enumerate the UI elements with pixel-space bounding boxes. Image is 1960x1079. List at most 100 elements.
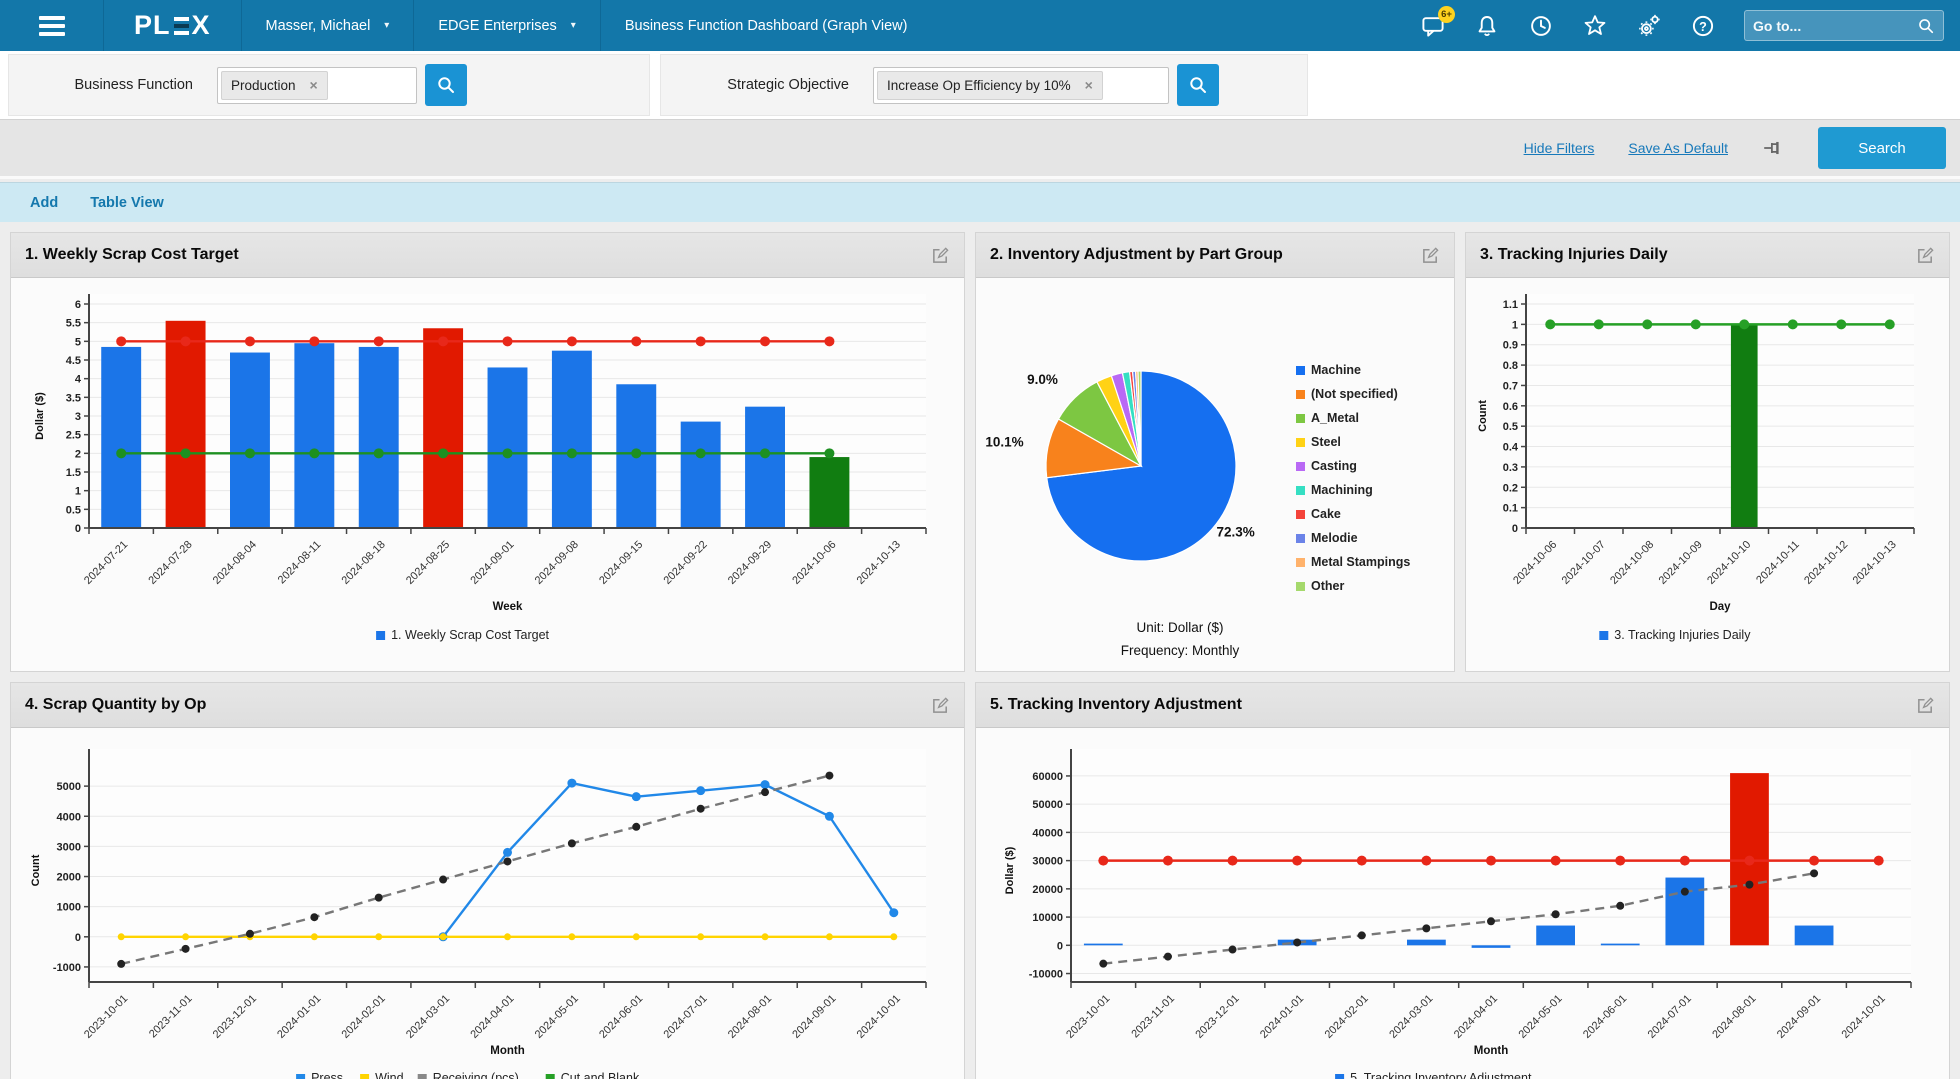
panel-body: -100000100002000030000400005000060000202… — [976, 734, 1949, 1079]
strategic-objective-picker[interactable]: Increase Op Efficiency by 10% × — [873, 67, 1169, 104]
panel-header: 5. Tracking Inventory Adjustment — [976, 683, 1949, 728]
svg-text:2024-03-01: 2024-03-01 — [1387, 993, 1435, 1041]
svg-text:2023-12-01: 2023-12-01 — [211, 993, 259, 1041]
svg-text:Dollar ($): Dollar ($) — [34, 392, 46, 440]
scrap-quantity-by-op-chart: -10000100020003000400050002023-10-012023… — [11, 734, 964, 1079]
svg-text:40000: 40000 — [1032, 827, 1063, 839]
svg-text:0: 0 — [75, 932, 81, 944]
svg-text:2023-10-01: 2023-10-01 — [82, 993, 130, 1041]
svg-text:2024-10-08: 2024-10-08 — [1608, 539, 1656, 587]
svg-text:2024-08-18: 2024-08-18 — [340, 539, 388, 587]
hide-filters-link[interactable]: Hide Filters — [1524, 140, 1595, 156]
panel-body: 72.3%10.1%9.0%Machine(Not specified)A_Me… — [976, 278, 1454, 672]
svg-text:3.5: 3.5 — [66, 392, 81, 404]
svg-text:(Not specified): (Not specified) — [1311, 387, 1398, 401]
save-as-default-link[interactable]: Save As Default — [1628, 140, 1728, 156]
user-menu[interactable]: Masser, Michael ▾ — [242, 0, 415, 51]
plex-logo[interactable]: PL X — [104, 0, 242, 51]
tab-add[interactable]: Add — [30, 195, 58, 211]
notifications-bell-icon[interactable] — [1474, 13, 1500, 39]
panel-body: 00.511.522.533.544.555.562024-07-212024-… — [11, 286, 964, 671]
edit-icon[interactable] — [931, 696, 950, 715]
svg-text:3. Tracking Injuries Daily: 3. Tracking Injuries Daily — [1614, 628, 1751, 642]
svg-text:72.3%: 72.3% — [1216, 525, 1254, 540]
panel-scrap-quantity-by-op: 4. Scrap Quantity by Op -100001000200030… — [10, 682, 965, 1079]
svg-text:2024-08-04: 2024-08-04 — [211, 539, 259, 587]
svg-text:2024-09-01: 2024-09-01 — [1775, 993, 1823, 1041]
svg-text:Press: Press — [311, 1071, 343, 1079]
search-button[interactable]: Search — [1818, 127, 1946, 169]
svg-text:2024-07-01: 2024-07-01 — [661, 993, 709, 1041]
chevron-down-icon: ▾ — [384, 20, 389, 31]
svg-text:0.8: 0.8 — [1503, 360, 1518, 372]
panel-title: 1. Weekly Scrap Cost Target — [25, 246, 239, 264]
svg-text:2024-10-13: 2024-10-13 — [855, 539, 903, 587]
svg-text:Metal Stampings: Metal Stampings — [1311, 555, 1410, 569]
svg-text:Month: Month — [1474, 1045, 1508, 1057]
filter-chip: Production × — [221, 71, 328, 100]
logo-text-pl: PL — [134, 10, 171, 41]
svg-text:Receiving (pcs): Receiving (pcs) — [433, 1071, 519, 1079]
svg-text:2024-10-10: 2024-10-10 — [1705, 539, 1753, 587]
svg-text:2024-05-01: 2024-05-01 — [533, 993, 581, 1041]
svg-text:0.2: 0.2 — [1503, 482, 1518, 494]
svg-text:2024-10-13: 2024-10-13 — [1851, 539, 1899, 587]
svg-text:2024-07-21: 2024-07-21 — [82, 539, 130, 587]
svg-text:?: ? — [1699, 19, 1707, 33]
svg-text:1000: 1000 — [57, 902, 81, 914]
edit-icon[interactable] — [931, 246, 950, 265]
svg-text:2024-01-01: 2024-01-01 — [275, 993, 323, 1041]
favorites-star-icon[interactable] — [1582, 13, 1608, 39]
panel-title: 5. Tracking Inventory Adjustment — [990, 696, 1242, 714]
company-menu[interactable]: EDGE Enterprises ▾ — [414, 0, 601, 51]
strategic-objective-search-button[interactable] — [1177, 64, 1219, 106]
menu-icon[interactable] — [0, 0, 104, 51]
svg-text:2024-04-01: 2024-04-01 — [1452, 993, 1500, 1041]
inventory-adjustment-pie-chart: 72.3%10.1%9.0%Machine(Not specified)A_Me… — [976, 278, 1454, 633]
svg-text:2024-10-01: 2024-10-01 — [855, 993, 903, 1041]
history-clock-icon[interactable] — [1528, 13, 1554, 39]
svg-text:2024-07-28: 2024-07-28 — [146, 539, 194, 587]
panel-inventory-adjustment-by-part-group: 2. Inventory Adjustment by Part Group 72… — [975, 232, 1455, 672]
page: PL X Masser, Michael ▾ EDGE Enterprises … — [0, 0, 1960, 1079]
svg-text:60000: 60000 — [1032, 771, 1063, 783]
svg-text:2024-10-01: 2024-10-01 — [1840, 993, 1888, 1041]
svg-text:10.1%: 10.1% — [985, 435, 1023, 450]
chat-icon[interactable]: 6+ — [1420, 13, 1446, 39]
top-nav: PL X Masser, Michael ▾ EDGE Enterprises … — [0, 0, 1960, 51]
tab-table-view[interactable]: Table View — [90, 195, 164, 211]
svg-text:5000: 5000 — [57, 781, 81, 793]
help-icon[interactable]: ? — [1690, 13, 1716, 39]
business-function-picker[interactable]: Production × — [217, 67, 417, 104]
settings-gears-icon[interactable] — [1636, 13, 1662, 39]
tracking-inventory-adjustment-chart: -100000100002000030000400005000060000202… — [976, 734, 1949, 1079]
panel-tracking-injuries-daily: 3. Tracking Injuries Daily 00.10.20.30.4… — [1465, 232, 1950, 672]
business-function-filter: Business Function Production × — [8, 54, 650, 116]
pin-icon[interactable] — [1762, 137, 1784, 159]
business-function-search-button[interactable] — [425, 64, 467, 106]
svg-text:Machine: Machine — [1311, 363, 1361, 377]
remove-chip-icon[interactable]: × — [310, 77, 318, 93]
search-icon[interactable] — [1917, 17, 1935, 35]
edit-icon[interactable] — [1916, 246, 1935, 265]
svg-text:1: 1 — [75, 486, 81, 498]
remove-chip-icon[interactable]: × — [1085, 77, 1093, 93]
svg-text:1: 1 — [1512, 319, 1518, 331]
svg-text:Cut and Blank: Cut and Blank — [561, 1071, 640, 1079]
chip-value: Increase Op Efficiency by 10% — [887, 78, 1071, 93]
tab-bar: Add Table View — [0, 182, 1960, 222]
svg-text:1.1: 1.1 — [1503, 299, 1518, 311]
nav-actions: 6+ — [1420, 0, 1960, 51]
pie-chart-footer: Unit: Dollar ($) Frequency: Monthly — [976, 616, 1384, 662]
business-function-label: Business Function — [9, 77, 217, 93]
svg-text:20000: 20000 — [1032, 884, 1063, 896]
svg-text:0: 0 — [75, 523, 81, 535]
edit-icon[interactable] — [1916, 696, 1935, 715]
svg-text:-10000: -10000 — [1029, 969, 1063, 981]
svg-text:2024-01-01: 2024-01-01 — [1258, 993, 1306, 1041]
svg-text:Wind: Wind — [375, 1071, 404, 1079]
panel-body: -10000100020003000400050002023-10-012023… — [11, 734, 964, 1079]
edit-icon[interactable] — [1421, 246, 1440, 265]
svg-text:5: 5 — [75, 336, 81, 348]
go-to-input[interactable] — [1753, 18, 1917, 34]
